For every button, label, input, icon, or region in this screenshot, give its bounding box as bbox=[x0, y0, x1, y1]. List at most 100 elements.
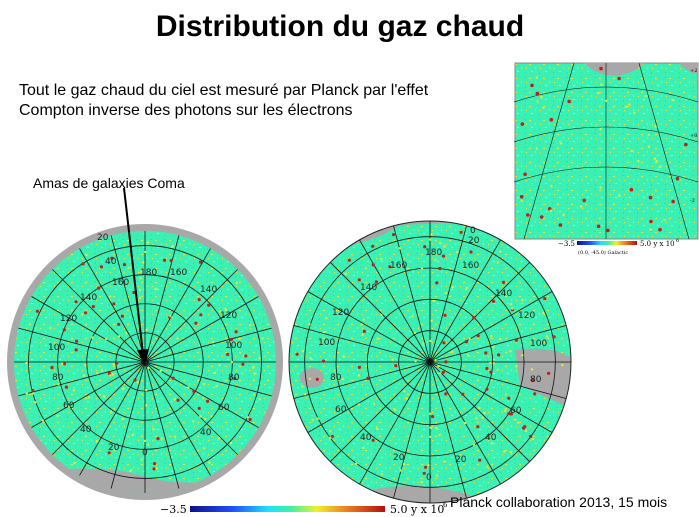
inset-hot-spot bbox=[647, 133, 650, 136]
hot-spot bbox=[498, 337, 502, 341]
right-graticule bbox=[289, 221, 571, 503]
right-lat-label: 80 bbox=[330, 373, 342, 383]
inset-hot-spot bbox=[562, 213, 565, 217]
inset-hot-spot bbox=[658, 227, 662, 232]
hot-spot bbox=[142, 261, 145, 264]
hot-spot bbox=[403, 390, 406, 393]
hot-spot bbox=[437, 365, 440, 368]
inset-hot-spot bbox=[633, 111, 636, 115]
hot-spot bbox=[316, 417, 319, 420]
hot-spot bbox=[74, 300, 78, 304]
hot-spot bbox=[100, 369, 104, 372]
hot-spot bbox=[234, 330, 238, 334]
hot-spot bbox=[99, 265, 103, 269]
inset-hot-spot bbox=[567, 99, 571, 104]
right-lat-label: 160 bbox=[390, 261, 407, 271]
inset-hot-spot bbox=[617, 76, 621, 81]
inset-hot-spot bbox=[600, 83, 603, 86]
inset-hot-spot bbox=[549, 209, 552, 212]
inset-map-area bbox=[514, 62, 699, 240]
inset-hot-spot bbox=[530, 83, 534, 88]
hot-spot bbox=[507, 396, 511, 400]
hot-spot bbox=[366, 376, 370, 380]
hot-spot bbox=[442, 341, 446, 345]
slide-subtitle: Tout le gaz chaud du ciel est mesuré par… bbox=[19, 81, 509, 121]
inset-hot-spot bbox=[536, 100, 539, 103]
hot-spot bbox=[91, 305, 95, 309]
hot-spot bbox=[62, 362, 66, 366]
right-lat-label: 20 bbox=[468, 236, 480, 246]
inset-hot-spot bbox=[618, 194, 621, 197]
hot-spot bbox=[484, 351, 488, 355]
hot-spot bbox=[341, 377, 344, 381]
hot-spot bbox=[198, 260, 203, 264]
hot-spot bbox=[322, 331, 326, 334]
inset-zoom-map: +2 +0 -2 −3.5 5.0 y x 10 6 (0.0, -45.0) … bbox=[514, 62, 699, 256]
hot-spot bbox=[492, 299, 496, 303]
hot-spot bbox=[25, 392, 28, 395]
left-lat-label: 60 bbox=[218, 403, 230, 413]
inset-hot-spot bbox=[535, 147, 538, 150]
hot-spot bbox=[496, 261, 499, 264]
inset-hot-spot bbox=[540, 96, 543, 99]
colorbar-exponent: 6 bbox=[443, 501, 448, 509]
hot-spot bbox=[117, 335, 121, 338]
hot-spot bbox=[128, 266, 131, 269]
hot-spot bbox=[162, 258, 167, 262]
hot-spot bbox=[376, 427, 379, 430]
right-lat-label: 100 bbox=[318, 338, 335, 348]
hot-spot bbox=[435, 474, 439, 477]
hot-spot bbox=[301, 350, 305, 353]
hot-spot bbox=[393, 408, 397, 412]
hot-spot bbox=[514, 338, 519, 342]
hot-spot bbox=[171, 376, 175, 380]
hot-spot bbox=[224, 308, 227, 311]
left-lat-label: 40 bbox=[105, 257, 117, 267]
hot-spot bbox=[414, 359, 417, 363]
hot-spot bbox=[490, 335, 493, 338]
hot-spot bbox=[451, 286, 454, 289]
inset-hot-spot bbox=[582, 198, 586, 203]
hot-spot bbox=[521, 298, 524, 302]
hot-spot bbox=[34, 401, 37, 404]
coma-arrow bbox=[123, 187, 149, 366]
left-bottom-mask bbox=[40, 468, 260, 493]
inset-hot-spot bbox=[596, 224, 601, 229]
hot-spot bbox=[476, 334, 480, 338]
colorbar-min-label: −3.5 bbox=[160, 503, 187, 516]
hot-spot bbox=[435, 281, 439, 285]
inset-hot-spot bbox=[647, 145, 651, 148]
hot-spot bbox=[374, 280, 378, 284]
hot-spot bbox=[492, 346, 495, 349]
right-lat-label: 80 bbox=[530, 375, 542, 385]
right-lon-label: 180 bbox=[425, 248, 442, 258]
hot-spot bbox=[486, 465, 489, 468]
right-bottom-mask bbox=[360, 486, 480, 503]
inset-colorbar-max: 5.0 y x 10 bbox=[640, 240, 675, 248]
hot-spot bbox=[87, 396, 91, 399]
hot-spot bbox=[360, 323, 363, 326]
hot-spot bbox=[423, 245, 427, 249]
hot-spot bbox=[84, 397, 87, 400]
left-lat-label: 140 bbox=[200, 285, 217, 295]
inset-hot-spot bbox=[550, 185, 553, 188]
right-lat-label: 40 bbox=[485, 433, 497, 443]
hot-spot bbox=[371, 244, 375, 248]
hot-spot bbox=[357, 403, 360, 406]
hot-spot bbox=[107, 371, 111, 376]
hot-spot bbox=[530, 368, 534, 371]
hot-spot bbox=[173, 398, 176, 401]
hot-spot bbox=[62, 328, 66, 332]
hot-spot bbox=[420, 481, 423, 484]
hot-spot bbox=[438, 433, 441, 437]
left-lat-label: 80 bbox=[52, 373, 64, 383]
hot-spot bbox=[117, 322, 121, 326]
right-lat-label: 20 bbox=[455, 455, 467, 465]
hot-spot bbox=[476, 425, 480, 429]
hot-spot bbox=[49, 326, 52, 330]
hot-spot bbox=[97, 286, 101, 290]
hot-spot bbox=[475, 417, 478, 420]
hot-spot bbox=[444, 392, 448, 396]
hot-spot bbox=[509, 350, 512, 353]
